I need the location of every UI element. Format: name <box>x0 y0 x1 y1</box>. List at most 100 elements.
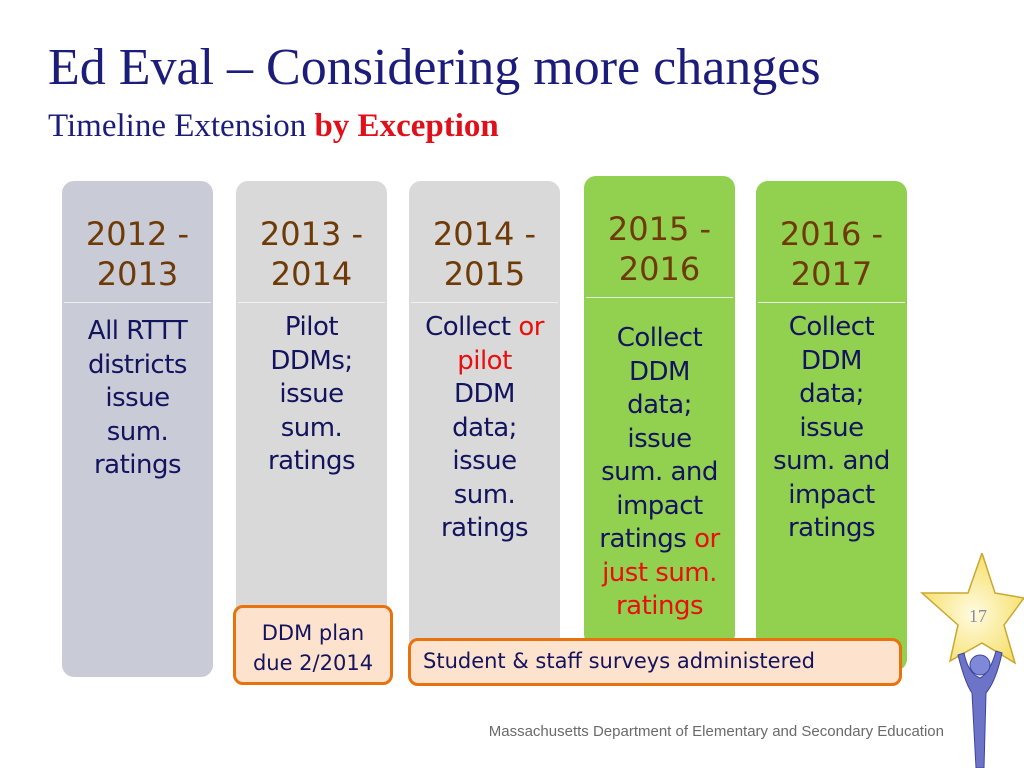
description-segment: just sum. <box>602 557 717 588</box>
description-line: ratings <box>584 590 735 624</box>
divider <box>758 302 905 303</box>
description-line: sum. and <box>756 445 907 479</box>
description-line: issue <box>756 412 907 446</box>
description-segment: ratings <box>787 513 876 543</box>
column-description: Collect or pilot DDM data; issue sum. ratings <box>409 311 560 546</box>
description-segment: districts <box>88 349 187 380</box>
year-label: 2015 -2016 <box>584 176 735 297</box>
description-line: sum. <box>409 479 560 513</box>
description-segment: All RTTT <box>87 316 188 346</box>
year-start: 2013 - <box>259 215 364 253</box>
footer-text: Massachusetts Department of Elementary a… <box>488 723 944 740</box>
year-start: 2015 - <box>607 210 712 248</box>
divider <box>586 297 733 298</box>
description-line: Collect <box>584 322 735 356</box>
divider <box>238 302 385 303</box>
star-person-icon <box>920 553 1024 768</box>
ddm-plan-callout: DDM plan due 2/2014 <box>233 605 393 685</box>
timeline-column-2013: 2013 -2014 Pilot DDMs; issue sum. ratings <box>236 181 387 641</box>
description-segment: issue <box>452 446 517 476</box>
year-label: 2014 -2015 <box>409 181 560 302</box>
year-end: 2017 <box>790 255 873 293</box>
year-label: 2013 -2014 <box>236 181 387 302</box>
description-line: sum. and <box>584 456 735 490</box>
description-segment: DDM <box>629 356 690 387</box>
description-segment: impact <box>616 490 703 521</box>
year-start: 2014 - <box>432 215 537 253</box>
column-description: Pilot DDMs; issue sum. ratings <box>236 311 387 479</box>
description-line: impact <box>756 479 907 513</box>
description-segment: impact <box>788 479 875 510</box>
timeline-column-2012: 2012 -2013 All RTTT districts issue sum. rati… <box>62 181 213 677</box>
description-line: Collect <box>756 311 907 345</box>
timeline-column-2014: 2014 -2015 Collect or pilot DDM data; issue su… <box>409 181 560 651</box>
description-segment: data; <box>799 379 864 409</box>
description-line: ratings <box>62 449 213 483</box>
description-line: DDMs; <box>236 345 387 379</box>
description-line: Collect or <box>409 311 560 345</box>
column-description: Collect DDM data; issue sum. and impact rating… <box>584 322 735 624</box>
description-line: DDM <box>409 378 560 412</box>
timeline-column-2016: 2016 -2017 Collect DDM data; issue sum. and im… <box>756 181 907 671</box>
description-line: impact <box>584 490 735 524</box>
description-line: DDM <box>584 356 735 390</box>
description-segment: ratings <box>599 524 695 554</box>
description-line: pilot <box>409 345 560 379</box>
subtitle-text: Timeline Extension <box>48 108 315 144</box>
description-segment: ratings <box>93 450 182 480</box>
year-end: 2015 <box>443 255 526 293</box>
description-segment: sum. <box>453 479 516 510</box>
column-description: Collect DDM data; issue sum. and impact rating… <box>756 311 907 546</box>
description-line: data; <box>756 378 907 412</box>
description-segment: sum. and <box>773 446 890 476</box>
ddm-plan-line: due 2/2014 <box>252 651 374 675</box>
description-line: issue <box>584 423 735 457</box>
description-segment: issue <box>627 423 692 454</box>
description-segment: ratings <box>267 446 356 476</box>
description-line: districts <box>62 349 213 383</box>
surveys-callout: Student & staff surveys administered <box>408 638 902 686</box>
description-segment: DDM <box>454 379 515 409</box>
year-label: 2016 -2017 <box>756 181 907 302</box>
description-line: issue <box>62 382 213 416</box>
description-segment: issue <box>799 412 864 443</box>
description-line: sum. <box>236 412 387 446</box>
description-segment: Collect <box>788 312 875 342</box>
ddm-plan-line: DDM plan <box>261 621 365 645</box>
description-segment: data; <box>627 390 692 420</box>
description-line: ratings or <box>584 523 735 557</box>
description-line: issue <box>236 378 387 412</box>
subtitle-highlight: by Exception <box>314 108 499 144</box>
description-line: ratings <box>236 445 387 479</box>
description-line: DDM <box>756 345 907 379</box>
description-segment: or <box>694 524 720 554</box>
year-end: 2016 <box>618 250 701 288</box>
description-segment: or <box>518 312 544 342</box>
description-line: data; <box>409 412 560 446</box>
description-line: just sum. <box>584 557 735 591</box>
slide-title: Ed Eval – Considering more changes <box>48 39 821 96</box>
description-segment: issue <box>105 383 170 413</box>
description-line: Pilot <box>236 311 387 345</box>
description-line: sum. <box>62 416 213 450</box>
description-line: issue <box>409 445 560 479</box>
description-segment: sum. <box>106 416 169 447</box>
year-start: 2016 - <box>779 215 884 253</box>
description-line: ratings <box>409 512 560 546</box>
divider <box>411 302 558 303</box>
divider <box>64 302 211 303</box>
year-end: 2013 <box>96 255 179 293</box>
year-start: 2012 - <box>85 215 190 253</box>
description-segment: sum. and <box>601 457 718 487</box>
description-segment: sum. <box>280 412 343 443</box>
year-label: 2012 -2013 <box>62 181 213 302</box>
description-segment: issue <box>279 379 344 409</box>
year-end: 2014 <box>270 255 353 293</box>
description-segment: ratings <box>615 591 704 621</box>
column-description: All RTTT districts issue sum. ratings <box>62 315 213 483</box>
slide-subtitle: Timeline Extension by Exception <box>48 108 499 145</box>
description-line: data; <box>584 389 735 423</box>
description-segment: DDMs; <box>270 345 353 376</box>
timeline-column-2015: 2015 -2016 Collect DDM data; issue sum. and im… <box>584 176 735 646</box>
page-number: 17 <box>969 606 987 626</box>
